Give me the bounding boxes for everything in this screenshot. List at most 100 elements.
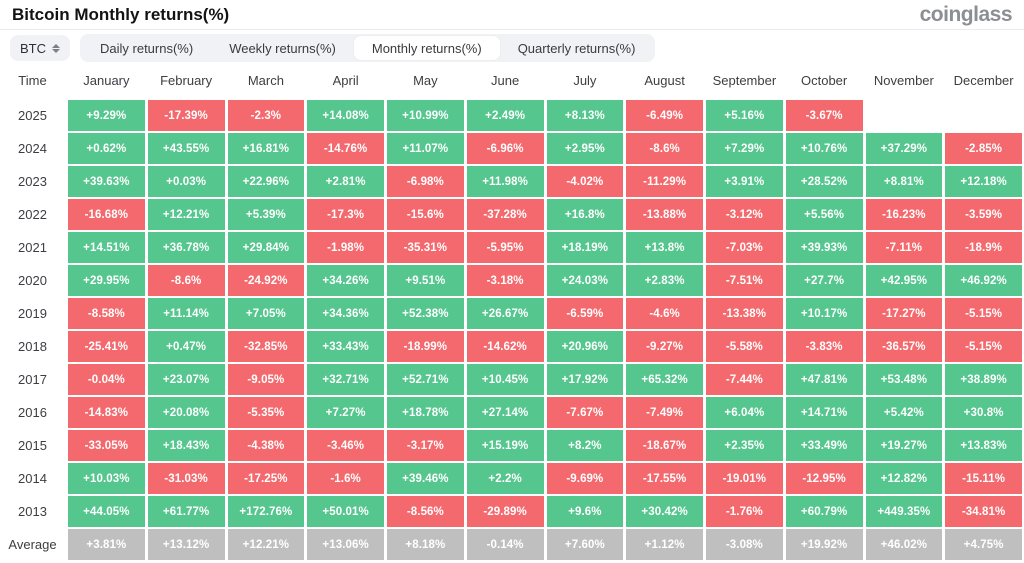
return-cell: +30.8% bbox=[945, 397, 1022, 428]
return-cell: +11.14% bbox=[147, 298, 225, 329]
symbol-label: BTC bbox=[20, 40, 46, 56]
return-cell: +53.48% bbox=[865, 364, 943, 395]
return-cell: +2.95% bbox=[546, 133, 624, 164]
return-cell: +33.49% bbox=[785, 430, 863, 461]
return-cell: +11.07% bbox=[387, 133, 464, 164]
return-cell: +2.35% bbox=[706, 430, 783, 461]
return-cell: -18.99% bbox=[387, 331, 464, 362]
return-cell: +17.92% bbox=[546, 364, 624, 395]
return-cell: +27.7% bbox=[785, 265, 863, 296]
return-cell: +43.55% bbox=[147, 133, 225, 164]
return-cell: -1.98% bbox=[307, 232, 384, 263]
return-cell: +13.06% bbox=[307, 529, 384, 560]
return-cell: +33.43% bbox=[307, 331, 384, 362]
return-cell: -14.62% bbox=[466, 331, 544, 362]
return-cell: -6.49% bbox=[626, 100, 703, 131]
year-row-label: 2021 bbox=[18, 240, 47, 255]
month-column-header: January bbox=[83, 72, 130, 88]
return-cell: +16.8% bbox=[546, 199, 624, 230]
return-cell: +47.81% bbox=[785, 364, 863, 395]
return-cell: -3.46% bbox=[307, 430, 384, 461]
year-row-label: 2017 bbox=[18, 372, 47, 387]
return-cell: -32.85% bbox=[227, 331, 305, 362]
return-cell: +2.83% bbox=[626, 265, 703, 296]
header-bar: Bitcoin Monthly returns(%) coinglass bbox=[0, 0, 1024, 30]
return-cell: -7.67% bbox=[546, 397, 624, 428]
return-cell: -3.83% bbox=[785, 331, 863, 362]
return-cell: -13.38% bbox=[706, 298, 783, 329]
return-cell: +18.43% bbox=[147, 430, 225, 461]
year-row-label: 2018 bbox=[18, 339, 47, 354]
return-cell: +8.13% bbox=[546, 100, 624, 131]
return-cell: -12.95% bbox=[785, 463, 863, 494]
return-cell: +1.12% bbox=[626, 529, 703, 560]
tab-quarterly-returns[interactable]: Quarterly returns(%) bbox=[517, 40, 636, 56]
return-cell: -18.9% bbox=[945, 232, 1022, 263]
return-cell: -3.12% bbox=[706, 199, 783, 230]
tab-weekly-returns[interactable]: Weekly returns(%) bbox=[229, 40, 336, 56]
return-cell: -37.28% bbox=[466, 199, 544, 230]
year-row-label: 2024 bbox=[18, 141, 47, 156]
return-cell: -6.98% bbox=[387, 166, 464, 197]
return-cell: -5.95% bbox=[466, 232, 544, 263]
return-cell: +52.71% bbox=[387, 364, 464, 395]
month-column-header: June bbox=[491, 72, 520, 88]
return-cell: +2.81% bbox=[307, 166, 384, 197]
return-cell: -5.58% bbox=[706, 331, 783, 362]
return-cell: -19.01% bbox=[706, 463, 783, 494]
return-cell: +10.03% bbox=[68, 463, 145, 494]
return-cell: -4.02% bbox=[546, 166, 624, 197]
symbol-selector[interactable]: BTC bbox=[10, 35, 70, 61]
return-cell: -16.23% bbox=[865, 199, 943, 230]
return-cell: +7.27% bbox=[307, 397, 384, 428]
return-cell: +5.39% bbox=[227, 199, 305, 230]
return-cell: +6.04% bbox=[706, 397, 783, 428]
controls-bar: BTC Daily returns(%) Weekly returns(%) M… bbox=[0, 30, 1024, 65]
return-cell: +4.75% bbox=[945, 529, 1022, 560]
return-cell: -0.14% bbox=[466, 529, 544, 560]
return-cell: +61.77% bbox=[147, 496, 225, 527]
return-cell: +5.16% bbox=[706, 100, 783, 131]
return-cell: +449.35% bbox=[865, 496, 943, 527]
return-cell: +14.51% bbox=[68, 232, 145, 263]
returns-grid: Time January February March April May June July… bbox=[0, 67, 1022, 560]
return-cell: -3.17% bbox=[387, 430, 464, 461]
return-cell: +10.76% bbox=[785, 133, 863, 164]
return-cell: +37.29% bbox=[865, 133, 943, 164]
return-cell: -36.57% bbox=[865, 331, 943, 362]
return-cell: +9.29% bbox=[68, 100, 145, 131]
return-cell: -35.31% bbox=[387, 232, 464, 263]
return-cell: -3.67% bbox=[785, 100, 863, 131]
return-cell: -17.3% bbox=[307, 199, 384, 230]
return-cell: +16.81% bbox=[227, 133, 305, 164]
return-cell: +15.19% bbox=[466, 430, 544, 461]
year-row-label: 2023 bbox=[18, 174, 47, 189]
return-cell: -6.59% bbox=[546, 298, 624, 329]
tab-monthly-returns[interactable]: Monthly returns(%) bbox=[353, 36, 500, 60]
return-cell: -8.56% bbox=[387, 496, 464, 527]
return-cell: +32.71% bbox=[307, 364, 384, 395]
return-cell: +2.49% bbox=[466, 100, 544, 131]
return-cell: -11.29% bbox=[626, 166, 703, 197]
return-cell: +11.98% bbox=[466, 166, 544, 197]
return-cell: +7.29% bbox=[706, 133, 783, 164]
return-cell: +14.08% bbox=[307, 100, 384, 131]
return-cell: +39.63% bbox=[68, 166, 145, 197]
return-cell: +12.21% bbox=[147, 199, 225, 230]
average-row-label: Average bbox=[8, 537, 57, 552]
year-row-label: 2020 bbox=[18, 273, 47, 288]
tab-daily-returns[interactable]: Daily returns(%) bbox=[100, 40, 194, 56]
return-cell: +8.18% bbox=[387, 529, 464, 560]
return-cell: -8.58% bbox=[68, 298, 145, 329]
return-cell: +13.83% bbox=[945, 430, 1022, 461]
month-column-header: February bbox=[160, 72, 213, 88]
return-cell: +24.03% bbox=[546, 265, 624, 296]
return-cell: -5.15% bbox=[945, 331, 1022, 362]
return-cell: -4.6% bbox=[626, 298, 703, 329]
year-row-label: 2016 bbox=[18, 405, 47, 420]
year-row-label: 2019 bbox=[18, 306, 47, 321]
return-cell: +5.42% bbox=[865, 397, 943, 428]
return-cell: +65.32% bbox=[626, 364, 703, 395]
return-cell: -7.03% bbox=[706, 232, 783, 263]
return-cell: +19.27% bbox=[865, 430, 943, 461]
